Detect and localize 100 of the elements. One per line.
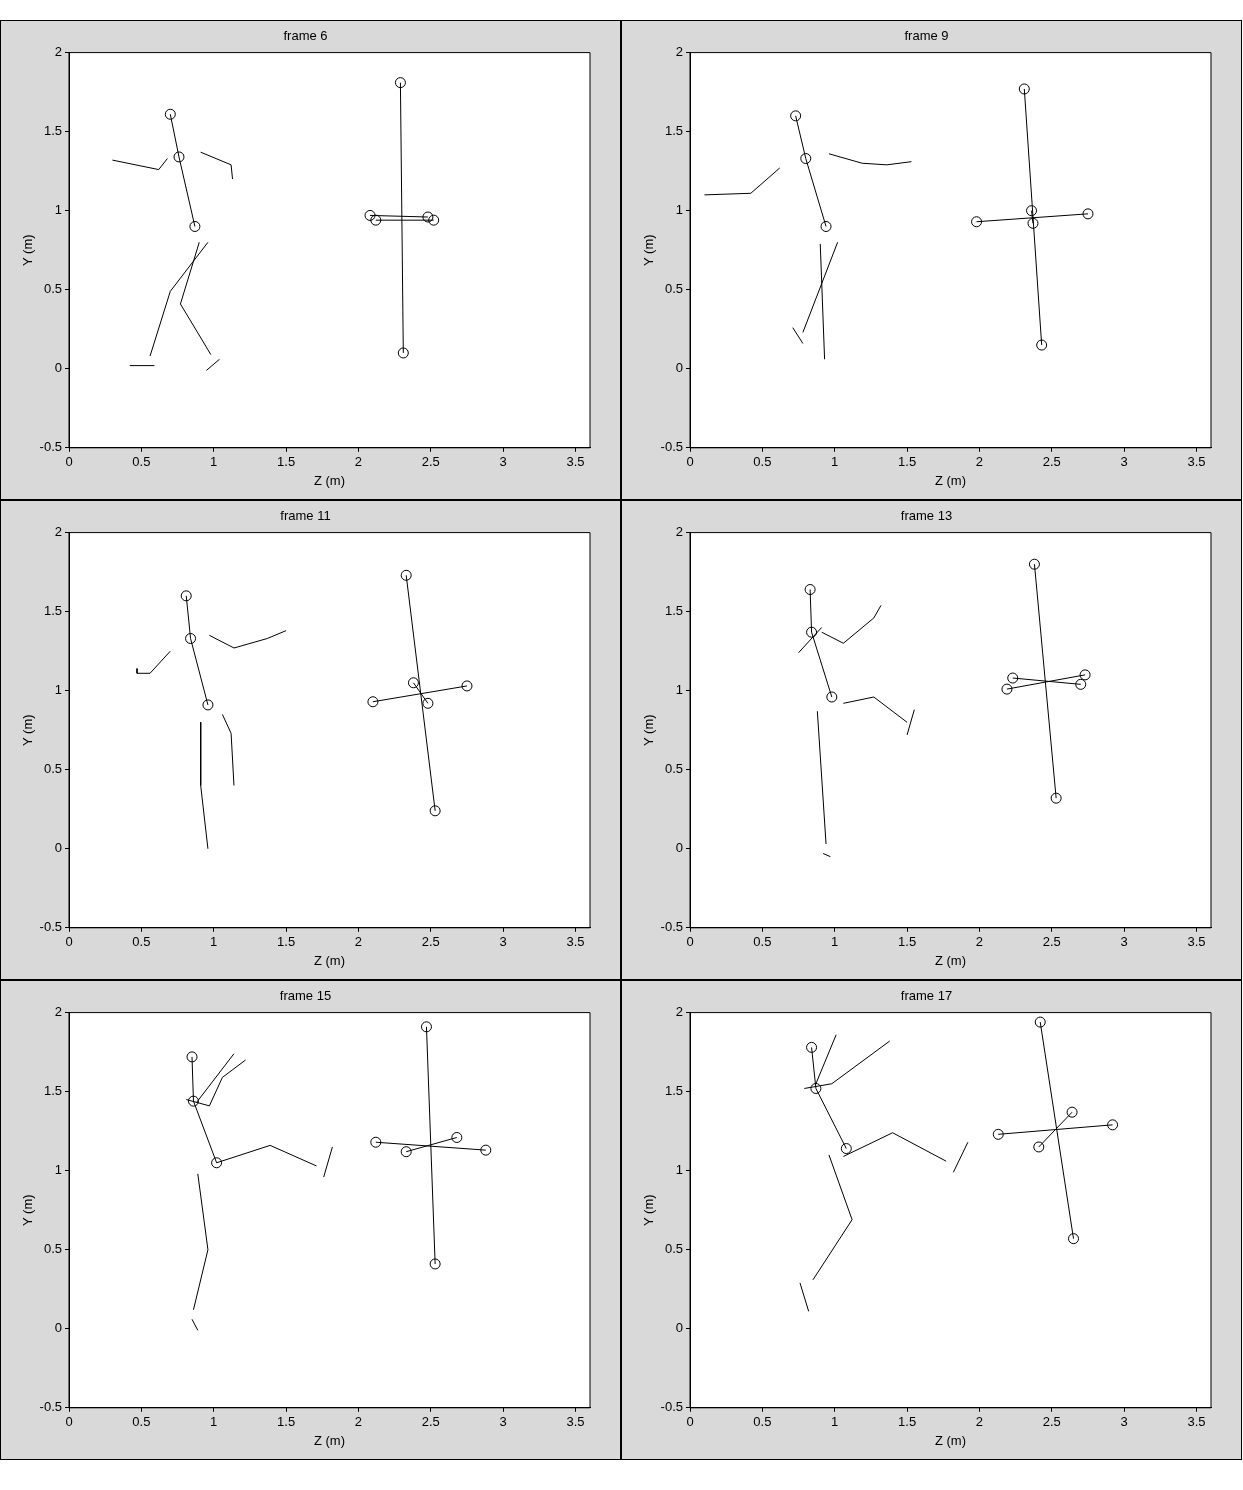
y-tick-label: 1.5	[664, 1083, 683, 1099]
x-tick-label: 2.5	[1042, 1414, 1061, 1430]
x-tick-label: 0	[65, 454, 73, 470]
x-tick-label: 2.5	[421, 934, 440, 950]
x-tick-label: 3.5	[1187, 454, 1206, 470]
x-tick-label: 2	[975, 454, 984, 470]
x-tick-label: 3	[499, 454, 507, 470]
y-tick-label: 0.5	[43, 281, 62, 297]
x-tick-label: 3.5	[1187, 1414, 1206, 1430]
y-tick-label: 1.5	[43, 1083, 62, 1099]
y-tick-label: 2	[675, 1004, 683, 1020]
y-tick-label: 0	[54, 360, 62, 376]
x-tick-label: 1.5	[277, 1414, 296, 1430]
chart-title: frame 6	[283, 28, 328, 44]
x-axis-title: Z (m)	[934, 1432, 967, 1448]
y-tick-label: 1.5	[664, 123, 683, 139]
x-tick-label: 0.5	[753, 1414, 772, 1430]
y-axis-title: Y (m)	[20, 714, 36, 746]
chart-title: frame 13	[900, 508, 953, 524]
y-tick-label: 0.5	[664, 281, 683, 297]
x-tick-label: 2.5	[1042, 454, 1061, 470]
y-tick-label: 2	[54, 44, 62, 60]
x-tick-label: 0	[65, 1414, 73, 1430]
y-axis-title: Y (m)	[20, 1194, 36, 1226]
x-tick-label: 0.5	[753, 934, 772, 950]
y-tick-label: 0	[675, 840, 683, 856]
x-tick-label: 3.5	[566, 934, 585, 950]
y-tick-label: 0	[54, 840, 62, 856]
x-axis-title: Z (m)	[934, 952, 967, 968]
y-tick-label: 2	[54, 1004, 62, 1020]
x-tick-label: 1.5	[898, 934, 917, 950]
x-tick-label: 2	[354, 1414, 363, 1430]
y-tick-label: 1.5	[43, 603, 62, 619]
y-tick-label: 0.5	[664, 1241, 683, 1257]
y-tick-label: -0.5	[660, 919, 683, 935]
x-tick-label: 2	[354, 934, 363, 950]
x-tick-label: 2	[975, 1414, 984, 1430]
chart-title: frame 15	[279, 988, 332, 1004]
x-axis-title: Z (m)	[313, 952, 346, 968]
x-tick-label: 0.5	[132, 934, 151, 950]
y-tick-label: -0.5	[660, 439, 683, 455]
y-tick-label: 1	[675, 202, 683, 218]
x-tick-label: 1.5	[898, 1414, 917, 1430]
x-tick-label: 0	[686, 454, 694, 470]
x-tick-label: 2.5	[421, 1414, 440, 1430]
x-tick-label: 3	[499, 934, 507, 950]
y-tick-label: 2	[675, 44, 683, 60]
x-tick-label: 3	[499, 1414, 507, 1430]
y-axis-title: Y (m)	[641, 234, 657, 266]
chart-title: frame 17	[900, 988, 953, 1004]
y-tick-label: 1	[54, 682, 62, 698]
y-tick-label: 0	[675, 1320, 683, 1336]
x-tick-label: 1.5	[277, 934, 296, 950]
y-tick-label: 1	[54, 202, 62, 218]
x-tick-label: 1	[831, 934, 839, 950]
y-axis-title: Y (m)	[20, 234, 36, 266]
x-tick-label: 1.5	[277, 454, 296, 470]
y-tick-label: 0	[675, 360, 683, 376]
x-tick-label: 0.5	[132, 1414, 151, 1430]
x-tick-label: 2.5	[421, 454, 440, 470]
y-tick-label: -0.5	[39, 1399, 62, 1415]
x-tick-label: 3	[1120, 454, 1128, 470]
x-tick-label: 2	[354, 454, 363, 470]
y-tick-label: 0.5	[43, 1241, 62, 1257]
x-tick-label: 1	[210, 934, 218, 950]
y-tick-label: 1	[675, 1162, 683, 1178]
x-tick-label: 1	[831, 1414, 839, 1430]
x-axis-title: Z (m)	[934, 472, 967, 488]
x-axis-title: Z (m)	[313, 472, 346, 488]
y-tick-label: 2	[54, 524, 62, 540]
y-tick-label: 1	[54, 1162, 62, 1178]
y-axis-title: Y (m)	[641, 714, 657, 746]
x-tick-label: 0	[65, 934, 73, 950]
y-tick-label: 0	[54, 1320, 62, 1336]
x-tick-label: 1	[210, 1414, 218, 1430]
x-tick-label: 3	[1120, 934, 1128, 950]
x-tick-label: 1	[210, 454, 218, 470]
x-tick-label: 0.5	[132, 454, 151, 470]
y-tick-label: -0.5	[39, 919, 62, 935]
x-tick-label: 1.5	[898, 454, 917, 470]
x-tick-label: 0	[686, 1414, 694, 1430]
x-tick-label: 3.5	[566, 1414, 585, 1430]
x-tick-label: 2	[975, 934, 984, 950]
y-tick-label: 0.5	[664, 761, 683, 777]
x-tick-label: 2.5	[1042, 934, 1061, 950]
y-tick-label: 1.5	[43, 123, 62, 139]
chart-title: frame 9	[904, 28, 949, 44]
x-tick-label: 3.5	[1187, 934, 1206, 950]
y-tick-label: -0.5	[39, 439, 62, 455]
x-tick-label: 0	[686, 934, 694, 950]
y-tick-label: 1	[675, 682, 683, 698]
x-tick-label: 1	[831, 454, 839, 470]
x-tick-label: 3.5	[566, 454, 585, 470]
x-tick-label: 0.5	[753, 454, 772, 470]
chart-title: frame 11	[280, 508, 331, 524]
x-tick-label: 3	[1120, 1414, 1128, 1430]
y-tick-label: 2	[675, 524, 683, 540]
y-axis-title: Y (m)	[641, 1194, 657, 1226]
y-tick-label: -0.5	[660, 1399, 683, 1415]
x-axis-title: Z (m)	[313, 1432, 346, 1448]
